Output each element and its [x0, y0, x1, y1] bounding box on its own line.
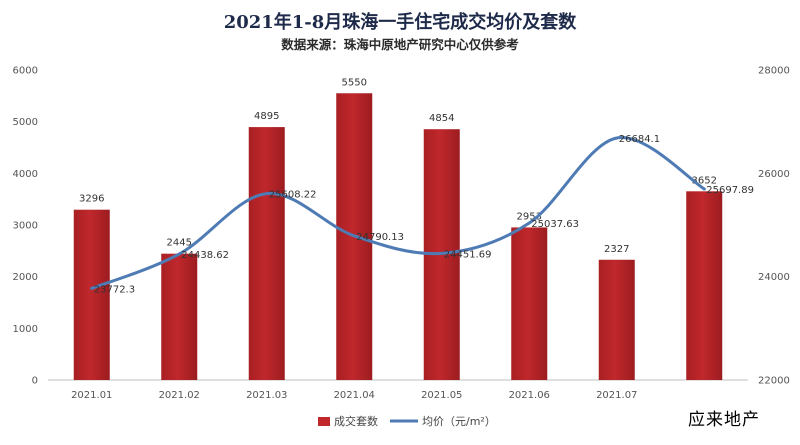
x-tick-label: 2021.06: [509, 390, 550, 401]
line-point: [90, 286, 94, 290]
legend: 成交套数 均价（元/m²）: [318, 414, 496, 428]
x-tick-label: 2021.07: [596, 390, 637, 401]
left-y-tick-label: 4000: [13, 169, 38, 180]
line-point: [177, 252, 181, 256]
bar-value-label: 4854: [429, 113, 454, 124]
x-tick-label: 2021.04: [334, 390, 375, 401]
legend-bar-label: 成交套数: [334, 414, 378, 428]
left-y-axis: 0 1000 2000 3000 4000 5000 6000: [13, 66, 38, 387]
bar-label-group: 3296 2445 4895 5550 4854 2953 2327 3652: [79, 77, 717, 255]
bar-value-label: 2445: [167, 238, 192, 249]
bar-value-label: 2953: [517, 211, 542, 222]
line-value-label: 24438.62: [181, 250, 229, 261]
line-value-label: 26684.1: [619, 134, 660, 145]
line-value-label: 24790.13: [356, 232, 404, 243]
right-y-tick-label: 28000: [758, 66, 790, 77]
left-y-tick-label: 5000: [13, 117, 38, 128]
bar-value-label: 5550: [342, 77, 367, 88]
line-series: [90, 136, 706, 290]
bar: [73, 209, 110, 380]
right-y-tick-label: 22000: [758, 376, 790, 387]
line-value-label: 25697.89: [706, 185, 754, 196]
line-point: [352, 234, 356, 238]
chart-title: 2021年1-8月珠海一手住宅成交均价及套数: [224, 11, 578, 33]
line-value-label: 25037.63: [531, 219, 579, 230]
legend-bar-swatch: [318, 417, 330, 426]
price-line: [90, 136, 706, 290]
left-y-tick-label: 0: [32, 376, 38, 387]
bar: [161, 253, 198, 380]
x-tick-label: 2021.01: [71, 390, 112, 401]
bar: [598, 259, 635, 380]
line-point: [615, 136, 619, 140]
left-y-tick-label: 1000: [13, 324, 38, 335]
line-point: [440, 251, 444, 255]
line-point: [265, 192, 269, 196]
line-value-label: 24451.69: [444, 249, 492, 260]
left-y-tick-label: 6000: [13, 66, 38, 77]
left-y-tick-label: 3000: [13, 221, 38, 232]
x-axis: 2021.01 2021.02 2021.03 2021.04 2021.05 2021.…: [71, 390, 637, 401]
bar: [511, 227, 548, 380]
right-y-tick-label: 26000: [758, 169, 790, 180]
line-point: [527, 221, 531, 225]
bar-value-label: 4895: [254, 111, 279, 122]
bar: [686, 191, 723, 380]
line-value-label: 23772.3: [94, 284, 135, 295]
left-y-tick-label: 2000: [13, 272, 38, 283]
x-tick-label: 2021.02: [159, 390, 200, 401]
right-y-axis: 22000 24000 26000 28000: [758, 66, 790, 387]
x-tick-label: 2021.05: [421, 390, 462, 401]
legend-line-label: 均价（元/m²）: [422, 415, 496, 428]
right-y-tick-label: 24000: [758, 272, 790, 283]
corner-caption: 应来地产: [688, 410, 760, 430]
line-point: [702, 187, 706, 191]
bar: [248, 127, 285, 380]
line-label-group: 23772.3 24438.62 25608.22 24790.13 24451.69 2…: [94, 134, 754, 295]
x-tick-label: 2021.03: [246, 390, 287, 401]
bar-value-label: 3652: [692, 175, 717, 186]
bar-value-label: 2327: [604, 244, 629, 255]
bar-value-label: 3296: [79, 194, 104, 205]
chart-subtitle: 数据来源：珠海中原地产研究中心仅供参考: [280, 37, 519, 52]
line-value-label: 25608.22: [269, 190, 317, 201]
